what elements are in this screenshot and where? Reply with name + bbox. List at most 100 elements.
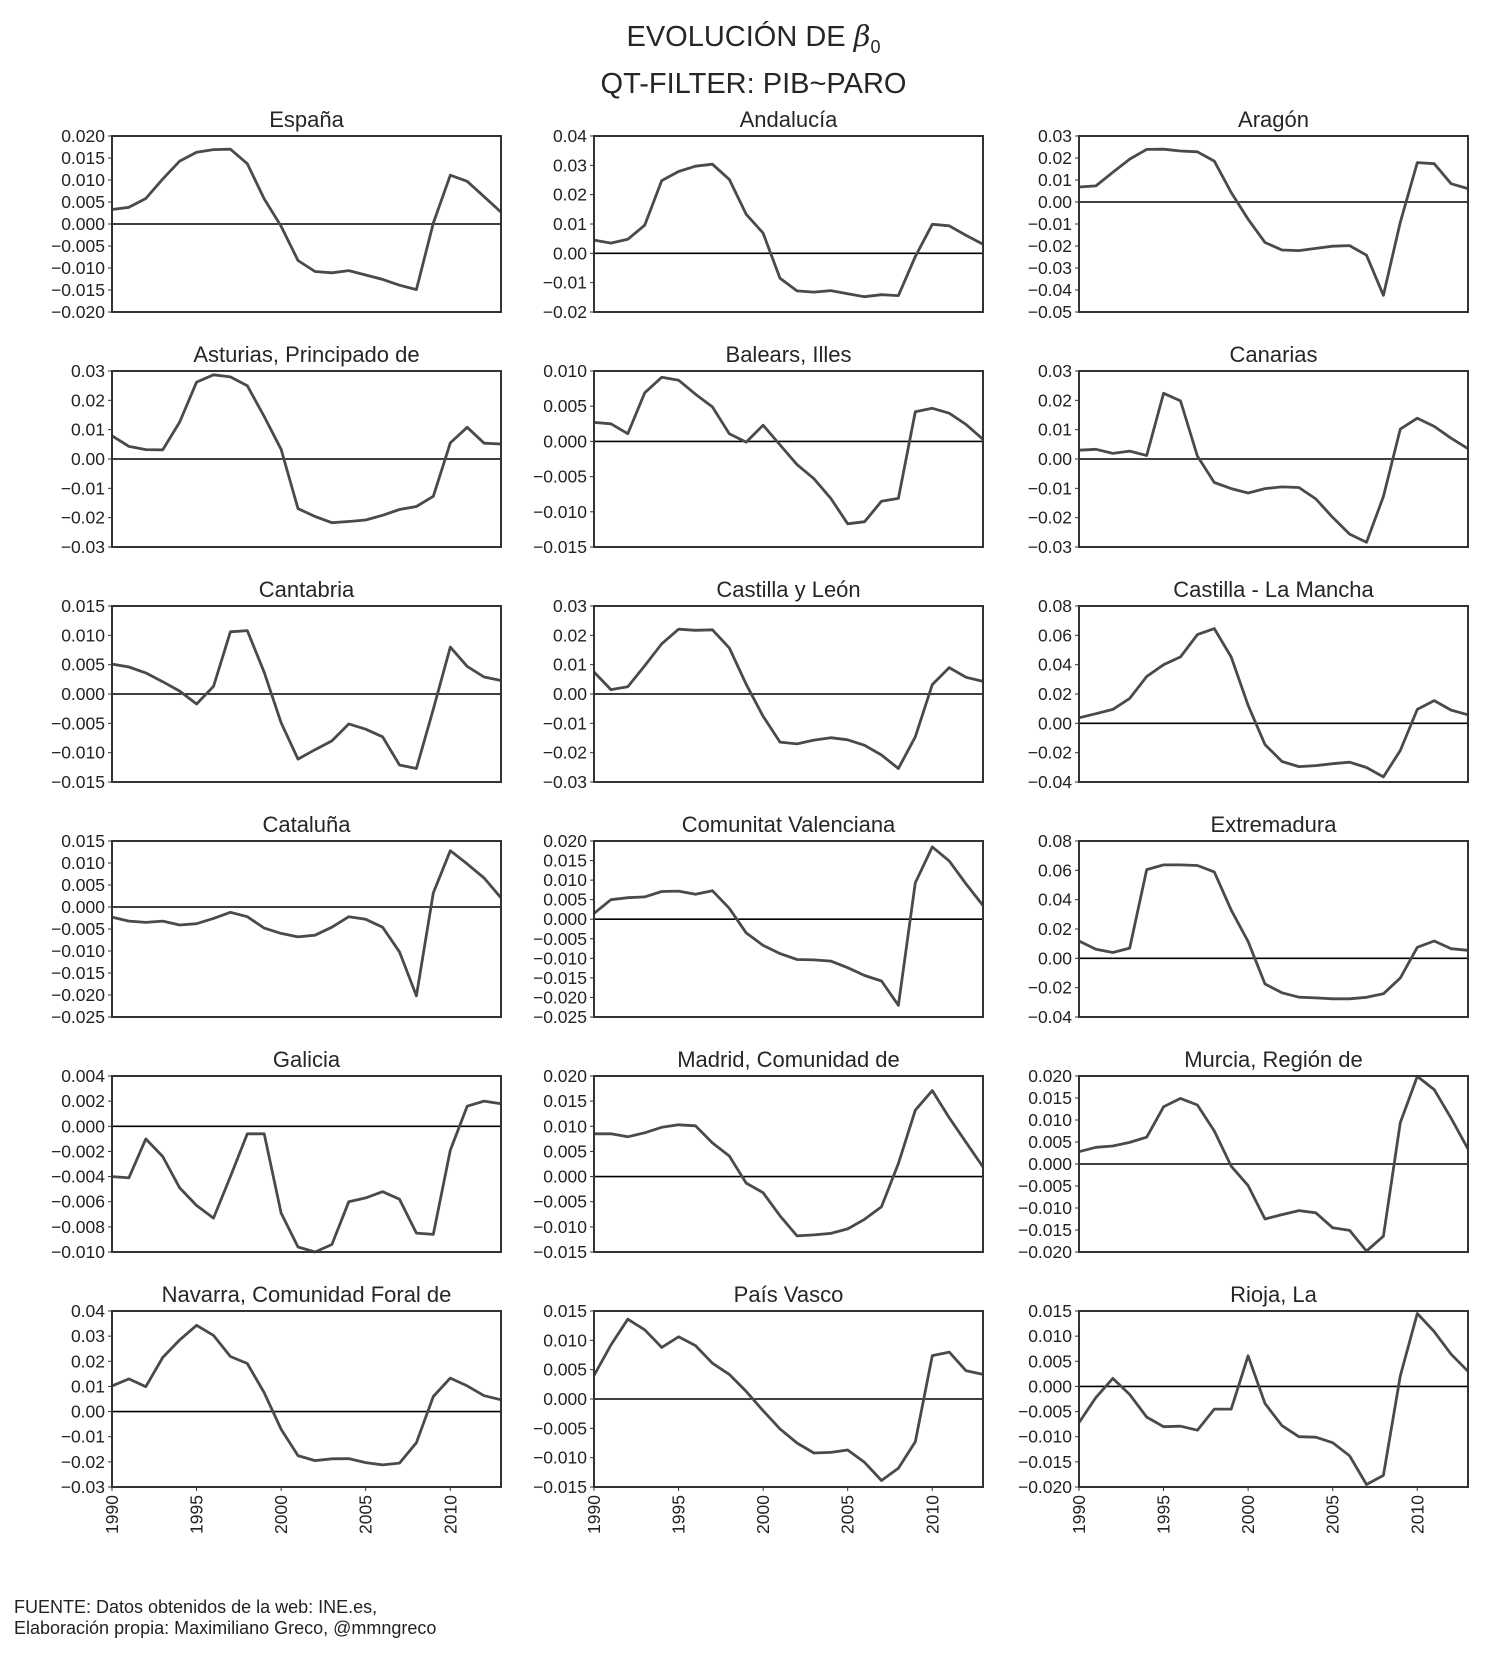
y-tick-label: 0.03 bbox=[1038, 361, 1072, 381]
y-tick-label: 0.005 bbox=[61, 192, 105, 212]
panel-title: Galicia bbox=[273, 1047, 341, 1072]
y-tick-label: 0.010 bbox=[61, 853, 105, 873]
plot-frame bbox=[1078, 1310, 1469, 1488]
panel-3: Aragón0.030.020.010.00−0.01−0.02−0.03−0.… bbox=[1028, 107, 1469, 322]
panel-11: Comunitat Valenciana 0.0200.0150.0100.005… bbox=[533, 812, 985, 1027]
y-tick-label: 0.005 bbox=[61, 875, 105, 895]
plot-frame bbox=[111, 1310, 502, 1488]
panel-title: Comunitat Valenciana bbox=[682, 812, 896, 837]
x-tick-label: 2010 bbox=[440, 1495, 460, 1534]
y-tick-label: 0.01 bbox=[71, 420, 105, 440]
y-tick-label: −0.020 bbox=[51, 985, 105, 1005]
y-tick-label: 0.000 bbox=[1028, 1154, 1072, 1174]
panel-7: Cantabria 0.015 0.010 0.005 0.000 −0.005 −0.01… bbox=[51, 577, 502, 792]
y-tick-label: 0.015 bbox=[543, 1301, 587, 1321]
x-tick-label: 1990 bbox=[102, 1495, 122, 1534]
y-tick-label: 0.00 bbox=[1038, 192, 1072, 212]
panel-title: Aragón bbox=[1238, 107, 1309, 132]
plot-frame bbox=[1078, 135, 1469, 313]
plot-frame bbox=[111, 370, 502, 548]
y-tick-label: 0.005 bbox=[1028, 1351, 1072, 1371]
y-tick-label: 0.00 bbox=[553, 243, 587, 263]
y-tick-label: 0.000 bbox=[61, 1116, 105, 1136]
y-tick-label: −0.01 bbox=[61, 478, 105, 498]
y-tick-label: −0.015 bbox=[1018, 1220, 1072, 1240]
y-tick-label: −0.05 bbox=[1028, 302, 1072, 322]
panel-title: Balears, Illes bbox=[726, 342, 852, 367]
y-tick-label: −0.020 bbox=[51, 302, 105, 322]
y-tick-label: 0.020 bbox=[61, 126, 105, 146]
plot-frame bbox=[593, 370, 984, 548]
y-tick-label: 0.03 bbox=[71, 1326, 105, 1346]
y-tick-label: 0.04 bbox=[1038, 655, 1072, 675]
y-tick-label: 0.020 bbox=[543, 1066, 587, 1086]
y-tick-label: −0.010 bbox=[1018, 1427, 1072, 1447]
y-tick-label: 0.010 bbox=[61, 170, 105, 190]
y-tick-label: −0.005 bbox=[533, 467, 587, 487]
y-tick-label: −0.020 bbox=[533, 987, 587, 1007]
y-tick-label: 0.02 bbox=[1038, 390, 1072, 410]
series-line bbox=[593, 845, 985, 1007]
x-tick-label: 2000 bbox=[1238, 1495, 1258, 1534]
y-tick-label: 0.02 bbox=[71, 390, 105, 410]
x-tick-label: 1995 bbox=[669, 1495, 689, 1534]
panel-8: Castilla y León 0.03 0.02 0.01 0.00 −0.01 −0.0… bbox=[543, 577, 984, 792]
y-tick-label: −0.010 bbox=[51, 258, 105, 278]
y-tick-label: −0.010 bbox=[51, 1242, 105, 1262]
x-tick-label: 1990 bbox=[584, 1495, 604, 1534]
y-tick-label: −0.04 bbox=[1028, 1007, 1073, 1027]
panel-title: Cataluña bbox=[262, 812, 351, 837]
panel-title: Canarias bbox=[1229, 342, 1317, 367]
panel-title: Navarra, Comunidad Foral de bbox=[162, 1282, 452, 1307]
y-tick-label: 0.020 bbox=[1028, 1066, 1072, 1086]
y-tick-label: 0.015 bbox=[1028, 1088, 1072, 1108]
y-tick-label: −0.02 bbox=[61, 1452, 105, 1472]
y-tick-label: 0.02 bbox=[553, 625, 587, 645]
y-tick-label: 0.04 bbox=[1038, 890, 1072, 910]
panel-title: Rioja, La bbox=[1230, 1282, 1318, 1307]
y-tick-label: −0.005 bbox=[533, 1418, 587, 1438]
series-line bbox=[111, 849, 503, 998]
y-tick-label: −0.025 bbox=[533, 1007, 587, 1027]
panel-13: Galicia 0.004 0.002 0.000 −0.002 −0.004 −0.006… bbox=[51, 1047, 502, 1262]
x-tick-label: 2000 bbox=[753, 1495, 773, 1534]
y-tick-label: 0.000 bbox=[61, 684, 105, 704]
beta-subscript: 0 bbox=[870, 36, 881, 57]
plot-frame bbox=[1078, 605, 1469, 783]
y-tick-label: 0.000 bbox=[543, 1167, 587, 1187]
y-tick-label: 0.01 bbox=[1038, 420, 1072, 440]
y-tick-label: 0.06 bbox=[1038, 860, 1072, 880]
series-line bbox=[594, 1089, 985, 1238]
x-tick-label: 1990 bbox=[1069, 1495, 1089, 1534]
y-tick-label: −0.005 bbox=[533, 929, 587, 949]
y-tick-label: 0.005 bbox=[543, 890, 587, 910]
panel-title: Madrid, Comunidad de bbox=[677, 1047, 900, 1072]
y-tick-label: −0.005 bbox=[51, 919, 105, 939]
plot-frame bbox=[111, 605, 502, 783]
panel-4: Asturias, Principado de 0.03 0.02 0.01 0.00 −… bbox=[61, 342, 502, 557]
y-tick-label: −0.015 bbox=[533, 537, 587, 557]
plot-frame bbox=[593, 135, 984, 313]
title-line1: EVOLUCIÓN DE β0 bbox=[626, 19, 881, 57]
series-line bbox=[592, 627, 984, 770]
y-tick-label: 0.010 bbox=[1028, 1326, 1072, 1346]
y-tick-label: −0.01 bbox=[543, 273, 587, 293]
y-tick-label: −0.005 bbox=[533, 1192, 587, 1212]
panel-title: Asturias, Principado de bbox=[193, 342, 419, 367]
y-tick-label: −0.010 bbox=[1018, 1198, 1072, 1218]
y-tick-label: 0.02 bbox=[553, 185, 587, 205]
plot-frame bbox=[1078, 840, 1469, 1018]
y-tick-label: 0.02 bbox=[1038, 684, 1072, 704]
y-tick-label: −0.020 bbox=[1018, 1477, 1072, 1497]
x-tick-label: 1995 bbox=[1154, 1495, 1174, 1534]
y-tick-label: 0.02 bbox=[1038, 148, 1072, 168]
y-tick-label: 0.010 bbox=[543, 1116, 587, 1136]
y-tick-label: −0.02 bbox=[543, 743, 587, 763]
y-tick-label: −0.015 bbox=[533, 968, 587, 988]
y-tick-label: 0.015 bbox=[543, 851, 587, 871]
y-tick-label: 0.005 bbox=[543, 1360, 587, 1380]
panel-10: Cataluña 0.0150.0100.0050.000−0.005−0.010… bbox=[51, 812, 503, 1027]
y-tick-label: 0.00 bbox=[1038, 449, 1072, 469]
y-tick-label: 0.010 bbox=[543, 1330, 587, 1350]
